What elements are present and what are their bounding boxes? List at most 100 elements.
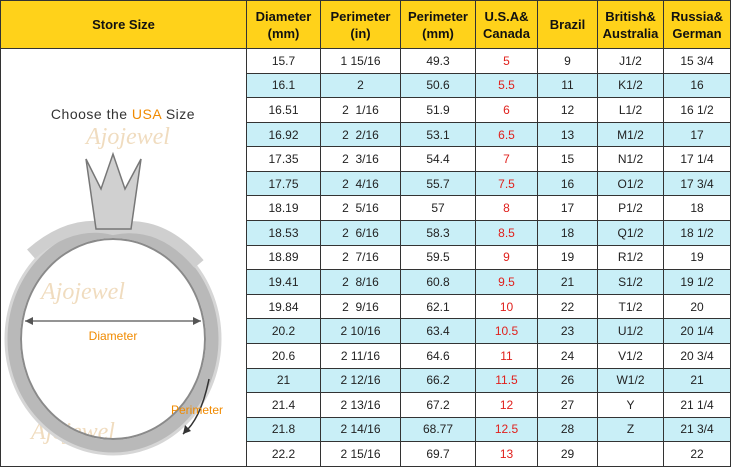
size-cell: 2 4/16 — [320, 170, 401, 197]
size-cell: 19 1/2 — [663, 269, 731, 295]
size-row: 20.6 2 11/16 64.6 11 24 V1/2 20 3/4 — [1, 342, 731, 369]
size-cell: 18.89 — [246, 244, 321, 271]
perimeter-head — [183, 425, 191, 434]
size-cell: 20 — [663, 293, 731, 320]
size-cell: 17.35 — [246, 146, 321, 172]
size-cell: 62.1 — [400, 293, 476, 320]
size-cell: M1/2 — [597, 121, 664, 148]
size-cell: 2 13/16 — [320, 392, 401, 418]
size-cell: V1/2 — [597, 342, 664, 369]
size-cell: 2 2/16 — [320, 121, 401, 148]
column-header: British& Australia — [597, 0, 664, 49]
header-line: Russia& — [670, 8, 724, 24]
size-cell: 6 — [475, 97, 538, 123]
size-row: 21.4 2 13/16 67.2 12 27 Y 21 1/4 — [1, 392, 731, 418]
size-cell: 16.51 — [246, 97, 321, 123]
ring-panel: Ajojewel Ajojewel Ajojewel Choose the USA S… — [0, 48, 247, 467]
size-cell: 68.77 — [400, 416, 476, 443]
size-table: Store Size Diameter (mm) Perimeter (in) Peri… — [0, 0, 731, 467]
size-cell: 21 1/4 — [663, 392, 731, 418]
size-cell: 22 — [663, 441, 731, 467]
size-cell: 59.5 — [400, 244, 476, 271]
size-cell: 16.92 — [246, 121, 321, 148]
heading-part: Size — [161, 106, 195, 122]
size-cell: 18.19 — [246, 195, 321, 222]
size-cell: 2 3/16 — [320, 146, 401, 172]
size-cell: 18 — [663, 195, 731, 222]
size-cell: 63.4 — [400, 318, 476, 344]
size-cell: 49.3 — [400, 48, 476, 74]
size-cell: 57 — [400, 195, 476, 222]
watermark: Ajojewel — [39, 279, 125, 305]
table-body: Ajojewel Ajojewel Ajojewel Choose the USA S… — [0, 48, 731, 467]
size-cell: 20 1/4 — [663, 318, 731, 344]
size-cell: T1/2 — [597, 293, 664, 320]
size-cell: 29 — [537, 441, 598, 467]
size-cell: 58.3 — [400, 220, 476, 246]
header-line: Diameter — [255, 8, 312, 24]
size-cell: 51.9 — [400, 97, 476, 123]
size-cell: 28 — [537, 416, 598, 443]
size-cell: 69.7 — [400, 441, 476, 467]
size-cell: 2 1/16 — [320, 97, 401, 123]
header-line: Canada — [483, 25, 530, 41]
column-header: Perimeter (in) — [320, 0, 401, 49]
size-cell: 27 — [537, 392, 598, 418]
size-cell: 54.4 — [400, 146, 476, 172]
size-cell: 17 1/4 — [663, 146, 731, 172]
size-cell: 2 — [320, 72, 401, 99]
size-cell: 20 3/4 — [663, 342, 731, 369]
header-line: Perimeter — [330, 8, 391, 24]
size-cell: 21 — [537, 269, 598, 295]
size-row: 22.2 2 15/16 69.7 13 29 22 — [1, 441, 731, 467]
size-cell: 19 — [663, 244, 731, 271]
size-row: Ajojewel Ajojewel Ajojewel Choose the USA S… — [0, 48, 731, 467]
size-cell: N1/2 — [597, 146, 664, 172]
size-row: 20.2 2 10/16 63.4 10.5 23 U1/2 20 1/4 — [1, 318, 731, 344]
store-size-header: Store Size — [0, 0, 247, 49]
size-cell: 2 8/16 — [320, 269, 401, 295]
perimeter-label: Perimeter — [171, 403, 223, 417]
size-cell: 16.1 — [246, 72, 321, 99]
size-cell: R1/2 — [597, 244, 664, 271]
size-cell: 17.75 — [246, 170, 321, 197]
size-cell: 24 — [537, 342, 598, 369]
size-cell: 13 — [537, 121, 598, 148]
size-cell: 16 — [537, 170, 598, 197]
size-cell — [597, 441, 664, 467]
size-cell: Z — [597, 416, 664, 443]
size-cell: 12 — [475, 392, 538, 418]
size-cell: 12 — [537, 97, 598, 123]
header-line: German — [672, 25, 722, 41]
size-cell: 2 11/16 — [320, 342, 401, 369]
size-cell: 21 — [246, 367, 321, 394]
column-header: Perimeter (mm) — [400, 0, 476, 49]
size-cell: O1/2 — [597, 170, 664, 197]
size-cell: 55.7 — [400, 170, 476, 197]
size-cell: 21.4 — [246, 392, 321, 418]
size-cell: 18 — [537, 220, 598, 246]
size-cell: 10 — [475, 293, 538, 320]
watermark: Ajojewel — [84, 124, 170, 150]
size-cell: 23 — [537, 318, 598, 344]
size-row: 19.84 2 9/16 62.1 10 22 T1/2 20 — [1, 293, 731, 320]
ring-prongs — [85, 151, 142, 230]
size-cell: 13 — [475, 441, 538, 467]
size-cell: 9.5 — [475, 269, 538, 295]
size-cell: 64.6 — [400, 342, 476, 369]
size-cell: 7 — [475, 146, 538, 172]
size-cell: 17 3/4 — [663, 170, 731, 197]
size-cell: 2 9/16 — [320, 293, 401, 320]
size-row: 21.8 2 14/16 68.77 12.5 28 Z 21 3/4 — [1, 416, 731, 443]
size-cell: 50.6 — [400, 72, 476, 99]
panel-heading: Choose the USA Size — [51, 106, 195, 122]
size-cell: 21 3/4 — [663, 416, 731, 443]
size-row: 16.1 2 50.6 5.5 11 K1/2 16 — [1, 72, 731, 99]
size-cell: 8.5 — [475, 220, 538, 246]
size-cell: 17 — [663, 121, 731, 148]
size-cell: 6.5 — [475, 121, 538, 148]
size-cell: 9 — [475, 244, 538, 271]
size-cell: 2 12/16 — [320, 367, 401, 394]
